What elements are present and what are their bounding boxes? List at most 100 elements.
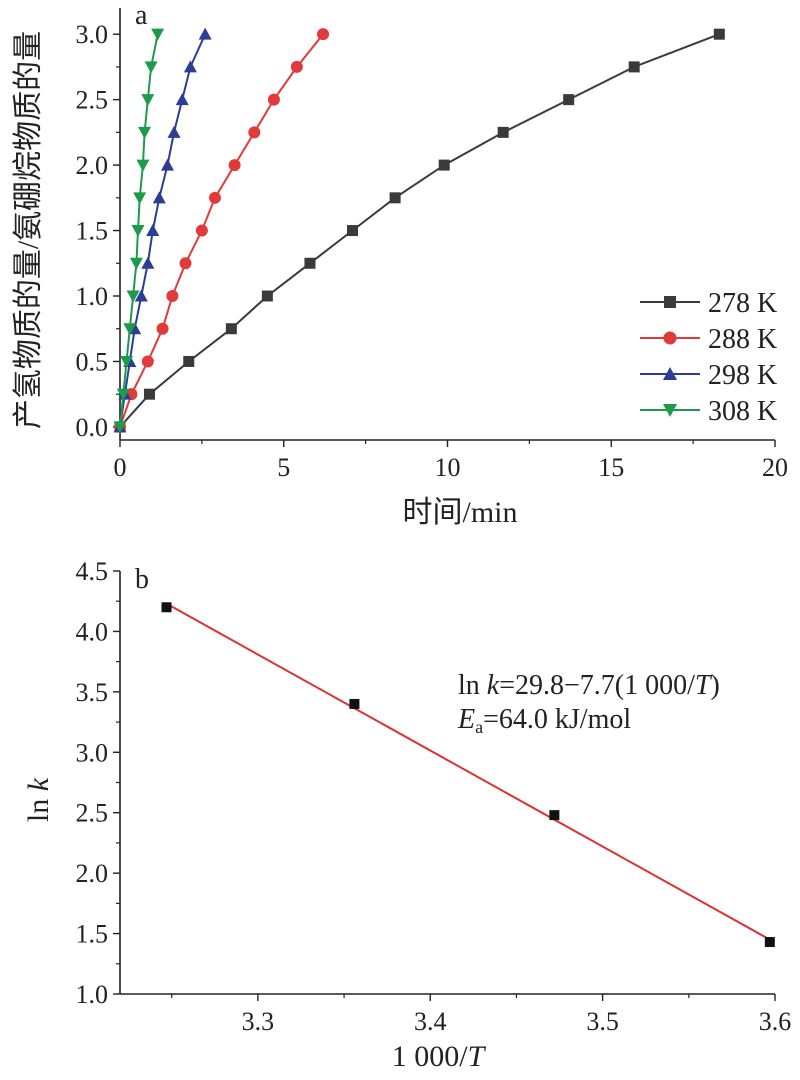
series-3-point-6 xyxy=(131,225,145,238)
panel-b-y-tick-label: 1.5 xyxy=(76,920,109,949)
panel-a-chart: 0 5 10 15 20 0.0 0.5 1.0 1.5 2.0 2.5 3.0 a 时间/min 产… xyxy=(12,0,788,529)
panel-a-x-tick-label: 5 xyxy=(277,453,290,482)
series-3-point-12 xyxy=(151,28,165,41)
series-2-point-10 xyxy=(175,93,189,106)
series-1-point-8 xyxy=(228,159,241,172)
panel-b-axes: 3.3 3.4 3.5 3.6 1.0 1.5 2.0 2.5 3.0 3.5 4.0 4.5 xyxy=(76,557,792,1036)
legend-label-1: 288 K xyxy=(708,324,777,355)
equation-prefix: ln xyxy=(458,670,487,701)
panel-a-series-group xyxy=(113,27,725,434)
panel-a-y-tick-label: 1.5 xyxy=(76,217,109,246)
ea-rest: =64.0 kJ/mol xyxy=(483,704,631,735)
series-1-point-9 xyxy=(248,126,261,139)
panel-a-x-axis-title: 时间/min xyxy=(402,496,517,529)
series-0-point-4 xyxy=(261,290,273,302)
lnk-point-2 xyxy=(549,810,560,821)
panel-a-y-tick-label: 3.0 xyxy=(76,20,109,49)
legend-marker-0 xyxy=(664,296,676,308)
series-0-point-9 xyxy=(497,126,509,138)
series-line-2 xyxy=(119,33,207,428)
series-1-point-11 xyxy=(290,60,303,73)
series-1-point-6 xyxy=(195,224,208,237)
series-1-point-5 xyxy=(179,257,192,270)
panel-a-legend: 278 K 288 K 298 K 308 K xyxy=(640,288,777,427)
panel-b-x-axis-title-prefix: 1 000/ xyxy=(392,1040,469,1073)
panel-a-y-tick-label: 2.0 xyxy=(76,151,109,180)
series-2-point-7 xyxy=(152,191,166,204)
panel-b-y-axis-title-prefix: ln xyxy=(22,791,55,822)
series-3-point-1 xyxy=(116,388,130,401)
panel-b-marks-group xyxy=(161,602,775,948)
series-2-point-11 xyxy=(183,60,197,73)
lnk-point-0 xyxy=(161,602,172,613)
series-1-point-3 xyxy=(156,322,169,335)
panel-a-y-tick-label: 1.0 xyxy=(76,282,109,311)
panel-a-x-tick-label: 0 xyxy=(114,453,127,482)
panel-b-x-tick-label: 3.5 xyxy=(586,1007,619,1036)
panel-b-y-tick-label: 4.0 xyxy=(76,617,109,646)
series-1-point-2 xyxy=(141,355,154,368)
panel-b-equation: ln k=29.8−7.7(1 000/T) xyxy=(458,670,720,701)
equation-end: ) xyxy=(710,670,719,701)
series-3-point-0 xyxy=(113,421,127,434)
panel-b-x-tick-label: 3.3 xyxy=(242,1007,275,1036)
panel-a-axes: 0 5 10 15 20 0.0 0.5 1.0 1.5 2.0 2.5 3.0 xyxy=(76,8,788,482)
series-1-point-10 xyxy=(267,93,280,106)
panel-b-activation-energy: Ea=64.0 kJ/mol xyxy=(457,704,631,737)
panel-b-x-tick-label: 3.4 xyxy=(414,1007,447,1036)
panel-b-x-axis-title-italic: T xyxy=(468,1040,487,1073)
series-2-point-12 xyxy=(198,27,212,40)
series-3-point-9 xyxy=(138,126,152,139)
series-3-point-10 xyxy=(141,94,155,107)
series-2-point-6 xyxy=(146,224,160,237)
series-1-point-12 xyxy=(317,28,330,41)
series-line-0 xyxy=(119,33,720,428)
series-0-point-7 xyxy=(389,192,401,204)
series-0-point-6 xyxy=(347,225,359,237)
panel-b-y-axis-title-italic: k xyxy=(22,777,55,791)
legend-marker-1 xyxy=(663,331,677,345)
series-0-point-12 xyxy=(713,28,725,40)
series-3-point-11 xyxy=(144,61,158,74)
panel-a-x-tick-label: 20 xyxy=(762,453,788,482)
series-2-point-4 xyxy=(134,289,148,302)
series-3-point-4 xyxy=(126,290,140,303)
series-3-point-3 xyxy=(123,323,137,336)
panel-a-label: a xyxy=(135,0,148,31)
series-2-point-8 xyxy=(160,158,174,171)
series-0-point-11 xyxy=(628,61,640,73)
panel-a-y-axis-title: 产氢物质的量/氨硼烷物质的量 xyxy=(12,31,45,429)
panel-b-label: b xyxy=(135,564,149,595)
panel-b-y-tick-label: 2.0 xyxy=(76,859,109,888)
panel-a-y-tick-label: 2.5 xyxy=(76,86,109,115)
equation-T: T xyxy=(695,670,713,701)
equation-mid: =29.8−7.7(1 000/ xyxy=(499,670,695,701)
series-2-point-5 xyxy=(141,256,155,269)
panel-b-y-tick-label: 4.5 xyxy=(76,557,109,586)
fit-line xyxy=(166,602,771,941)
panel-b-y-tick-label: 3.0 xyxy=(76,738,109,767)
series-0-point-1 xyxy=(143,388,155,400)
series-0-point-3 xyxy=(225,323,237,335)
series-2-point-9 xyxy=(167,125,181,138)
legend-marker-2 xyxy=(663,367,677,380)
legend-label-2: 298 K xyxy=(708,360,777,391)
panel-b-x-axis-title: 1 000/T xyxy=(392,1040,487,1073)
panel-b-y-tick-label: 3.5 xyxy=(76,678,109,707)
panel-a-y-tick-label: 0.5 xyxy=(76,347,109,376)
series-3-point-2 xyxy=(120,355,134,368)
panel-b-y-tick-label: 2.5 xyxy=(76,799,109,828)
series-1-point-4 xyxy=(166,290,179,302)
ea-sub: a xyxy=(475,717,483,737)
equation-k: k xyxy=(487,670,500,701)
panel-b-x-tick-label: 3.6 xyxy=(759,1007,792,1036)
series-0-point-5 xyxy=(304,257,316,269)
series-0-point-8 xyxy=(438,159,450,171)
series-3-point-5 xyxy=(129,257,143,270)
panel-a-x-tick-label: 10 xyxy=(435,453,461,482)
panel-a-x-tick-label: 15 xyxy=(598,453,624,482)
ea-E: E xyxy=(457,704,475,735)
panel-b-y-tick-label: 1.0 xyxy=(76,980,109,1009)
series-3-point-7 xyxy=(133,192,147,205)
